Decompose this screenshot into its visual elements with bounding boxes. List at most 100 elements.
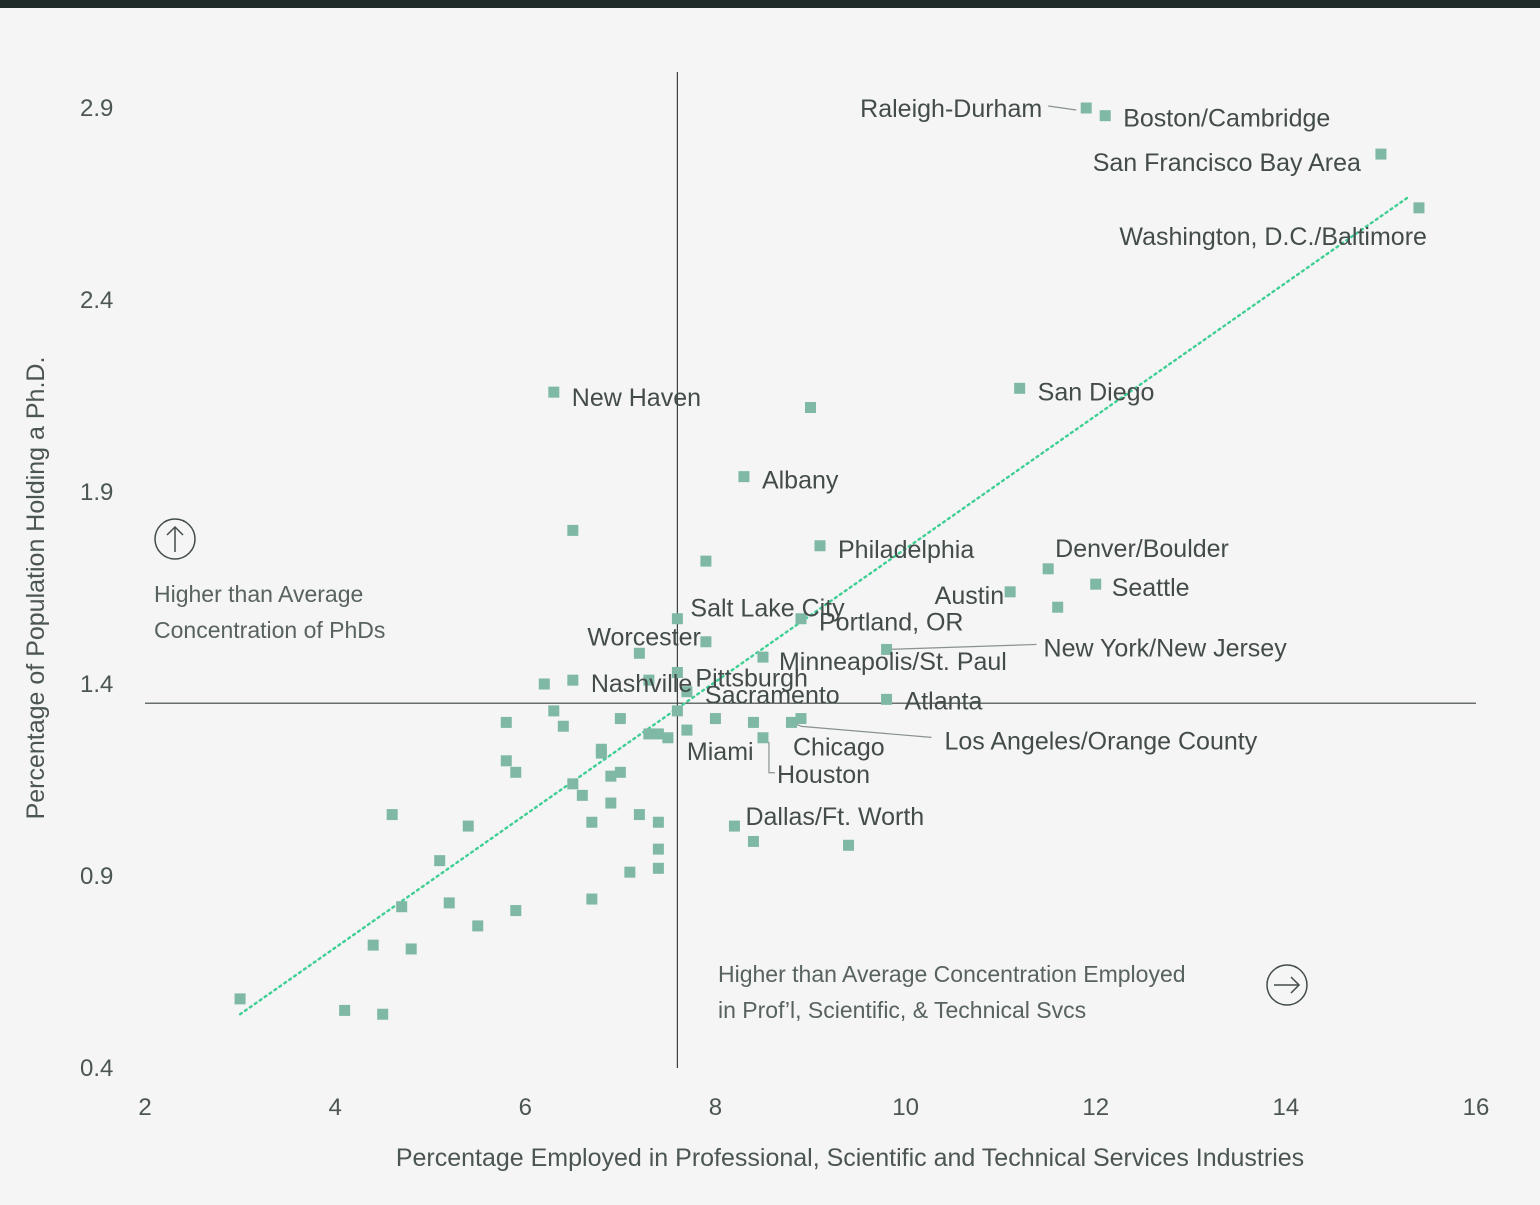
data-point <box>557 720 569 732</box>
label-chicago: Chicago <box>793 734 885 762</box>
y-tick-labels: 0.4 0.9 1.4 1.9 2.4 2.9 <box>80 95 113 1082</box>
data-point-minneapolis-st-paul <box>757 651 769 663</box>
data-point <box>605 770 617 782</box>
top-rule <box>0 0 1540 8</box>
data-point <box>510 905 522 917</box>
data-point-atlanta <box>881 693 893 705</box>
data-point <box>586 816 598 828</box>
data-point <box>586 893 598 905</box>
data-point <box>405 943 417 955</box>
label-san-diego: San Diego <box>1038 378 1155 406</box>
label-boston-cambridge: Boston/Cambridge <box>1123 105 1330 133</box>
data-point-worcester <box>633 647 645 659</box>
data-point <box>386 809 398 821</box>
data-point <box>595 747 607 759</box>
data-point-albany <box>738 471 750 483</box>
x-annotation-line-1: Higher than Average Concentration Employ… <box>718 961 1186 987</box>
data-point-new-haven <box>548 386 560 398</box>
data-point-philadelphia <box>814 540 826 552</box>
leader-new-york-new-jersey <box>886 643 1037 651</box>
x-annotation-line-2: in Prof’l, Scientific, & Technical Svcs <box>718 997 1086 1023</box>
data-point-raleigh-durham <box>1080 102 1092 114</box>
x-tick-label: 10 <box>892 1094 919 1121</box>
data-point-dallas-ft-worth <box>728 820 740 832</box>
data-point-houston <box>757 732 769 744</box>
label-pittsburgh: Pittsburgh <box>695 664 808 692</box>
data-point <box>614 713 626 725</box>
y-tick-label: 2.9 <box>80 95 113 122</box>
data-point <box>652 862 664 874</box>
data-point <box>747 835 759 847</box>
label-san-francisco-bay-area: San Francisco Bay Area <box>1093 149 1361 177</box>
data-point-boston-cambridge <box>1099 110 1111 122</box>
label-seattle: Seattle <box>1112 574 1190 602</box>
data-point <box>700 636 712 648</box>
data-point <box>567 524 579 536</box>
data-point <box>652 843 664 855</box>
data-points <box>234 102 1425 1020</box>
label-portland-or: Portland, OR <box>819 609 964 637</box>
data-point <box>662 732 674 744</box>
right-arrow-icon <box>1266 964 1308 1006</box>
data-point-pittsburgh <box>671 666 683 678</box>
data-point <box>747 716 759 728</box>
data-point-sacramento <box>681 686 693 698</box>
label-new-haven: New Haven <box>572 384 701 412</box>
data-point-denver-boulder <box>1042 563 1054 575</box>
y-tick-label: 0.4 <box>80 1055 113 1082</box>
data-point-portland-or <box>795 613 807 625</box>
data-point <box>1052 601 1064 613</box>
y-tick-label: 2.4 <box>80 287 113 314</box>
data-point <box>500 755 512 767</box>
x-tick-label: 16 <box>1463 1094 1490 1121</box>
y-tick-label: 1.4 <box>80 671 113 698</box>
data-point-new-york-new-jersey <box>881 643 893 655</box>
x-tick-label: 8 <box>709 1094 722 1121</box>
label-miami: Miami <box>687 738 754 766</box>
label-philadelphia: Philadelphia <box>838 536 974 564</box>
label-nashville: Nashville <box>591 670 692 698</box>
data-point <box>633 809 645 821</box>
leader-raleigh-durham <box>1048 105 1077 111</box>
label-washington-d-c-baltimore: Washington, D.C./Baltimore <box>1119 223 1427 251</box>
point-labels: Raleigh-Durham Boston/Cambridge San Franci… <box>572 95 1427 831</box>
data-point <box>605 797 617 809</box>
data-point <box>709 713 721 725</box>
data-point <box>367 939 379 951</box>
x-axis-title: Percentage Employed in Professional, Sci… <box>396 1144 1304 1172</box>
x-tick-labels: 2 4 6 8 10 12 14 16 <box>138 1094 1489 1121</box>
label-houston: Houston <box>777 761 870 789</box>
data-point-washington-d-c-baltimore <box>1413 202 1425 214</box>
data-point-austin <box>1004 586 1016 598</box>
data-point-san-francisco-bay-area <box>1375 148 1387 160</box>
label-denver-boulder: Denver/Boulder <box>1055 535 1229 563</box>
label-raleigh-durham: Raleigh-Durham <box>860 95 1042 123</box>
data-point <box>614 766 626 778</box>
data-point <box>234 993 246 1005</box>
data-point <box>700 555 712 567</box>
label-dallas-ft-worth: Dallas/Ft. Worth <box>745 803 924 831</box>
label-sacramento: Sacramento <box>705 682 840 710</box>
data-point-nashville <box>567 674 579 686</box>
data-point-los-angeles-orange-county <box>785 716 797 728</box>
data-point <box>472 920 484 932</box>
data-point <box>567 778 579 790</box>
data-point <box>624 866 636 878</box>
data-point <box>434 855 446 867</box>
data-point <box>462 820 474 832</box>
label-new-york-new-jersey: New York/New Jersey <box>1044 634 1288 662</box>
data-point <box>671 705 683 717</box>
x-tick-label: 6 <box>519 1094 532 1121</box>
data-point <box>500 716 512 728</box>
data-point <box>443 897 455 909</box>
trendline <box>238 195 1411 1016</box>
x-tick-label: 12 <box>1082 1094 1109 1121</box>
data-point <box>652 728 664 740</box>
data-point <box>643 728 655 740</box>
data-point <box>643 674 655 686</box>
data-point <box>843 839 855 851</box>
label-salt-lake-city: Salt Lake City <box>690 595 845 623</box>
x-tick-label: 4 <box>328 1094 341 1121</box>
